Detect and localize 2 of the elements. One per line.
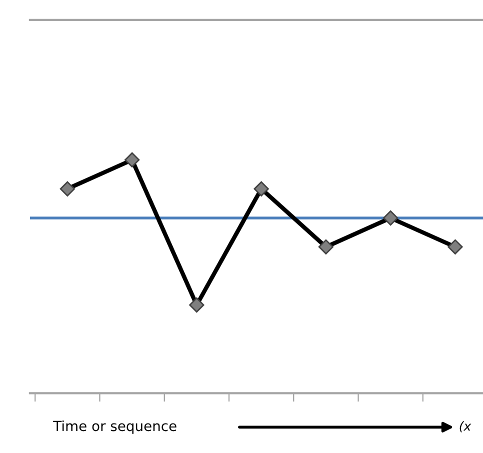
text: (x (460, 421, 472, 432)
x-axis-title: Time or sequence (53, 420, 176, 434)
